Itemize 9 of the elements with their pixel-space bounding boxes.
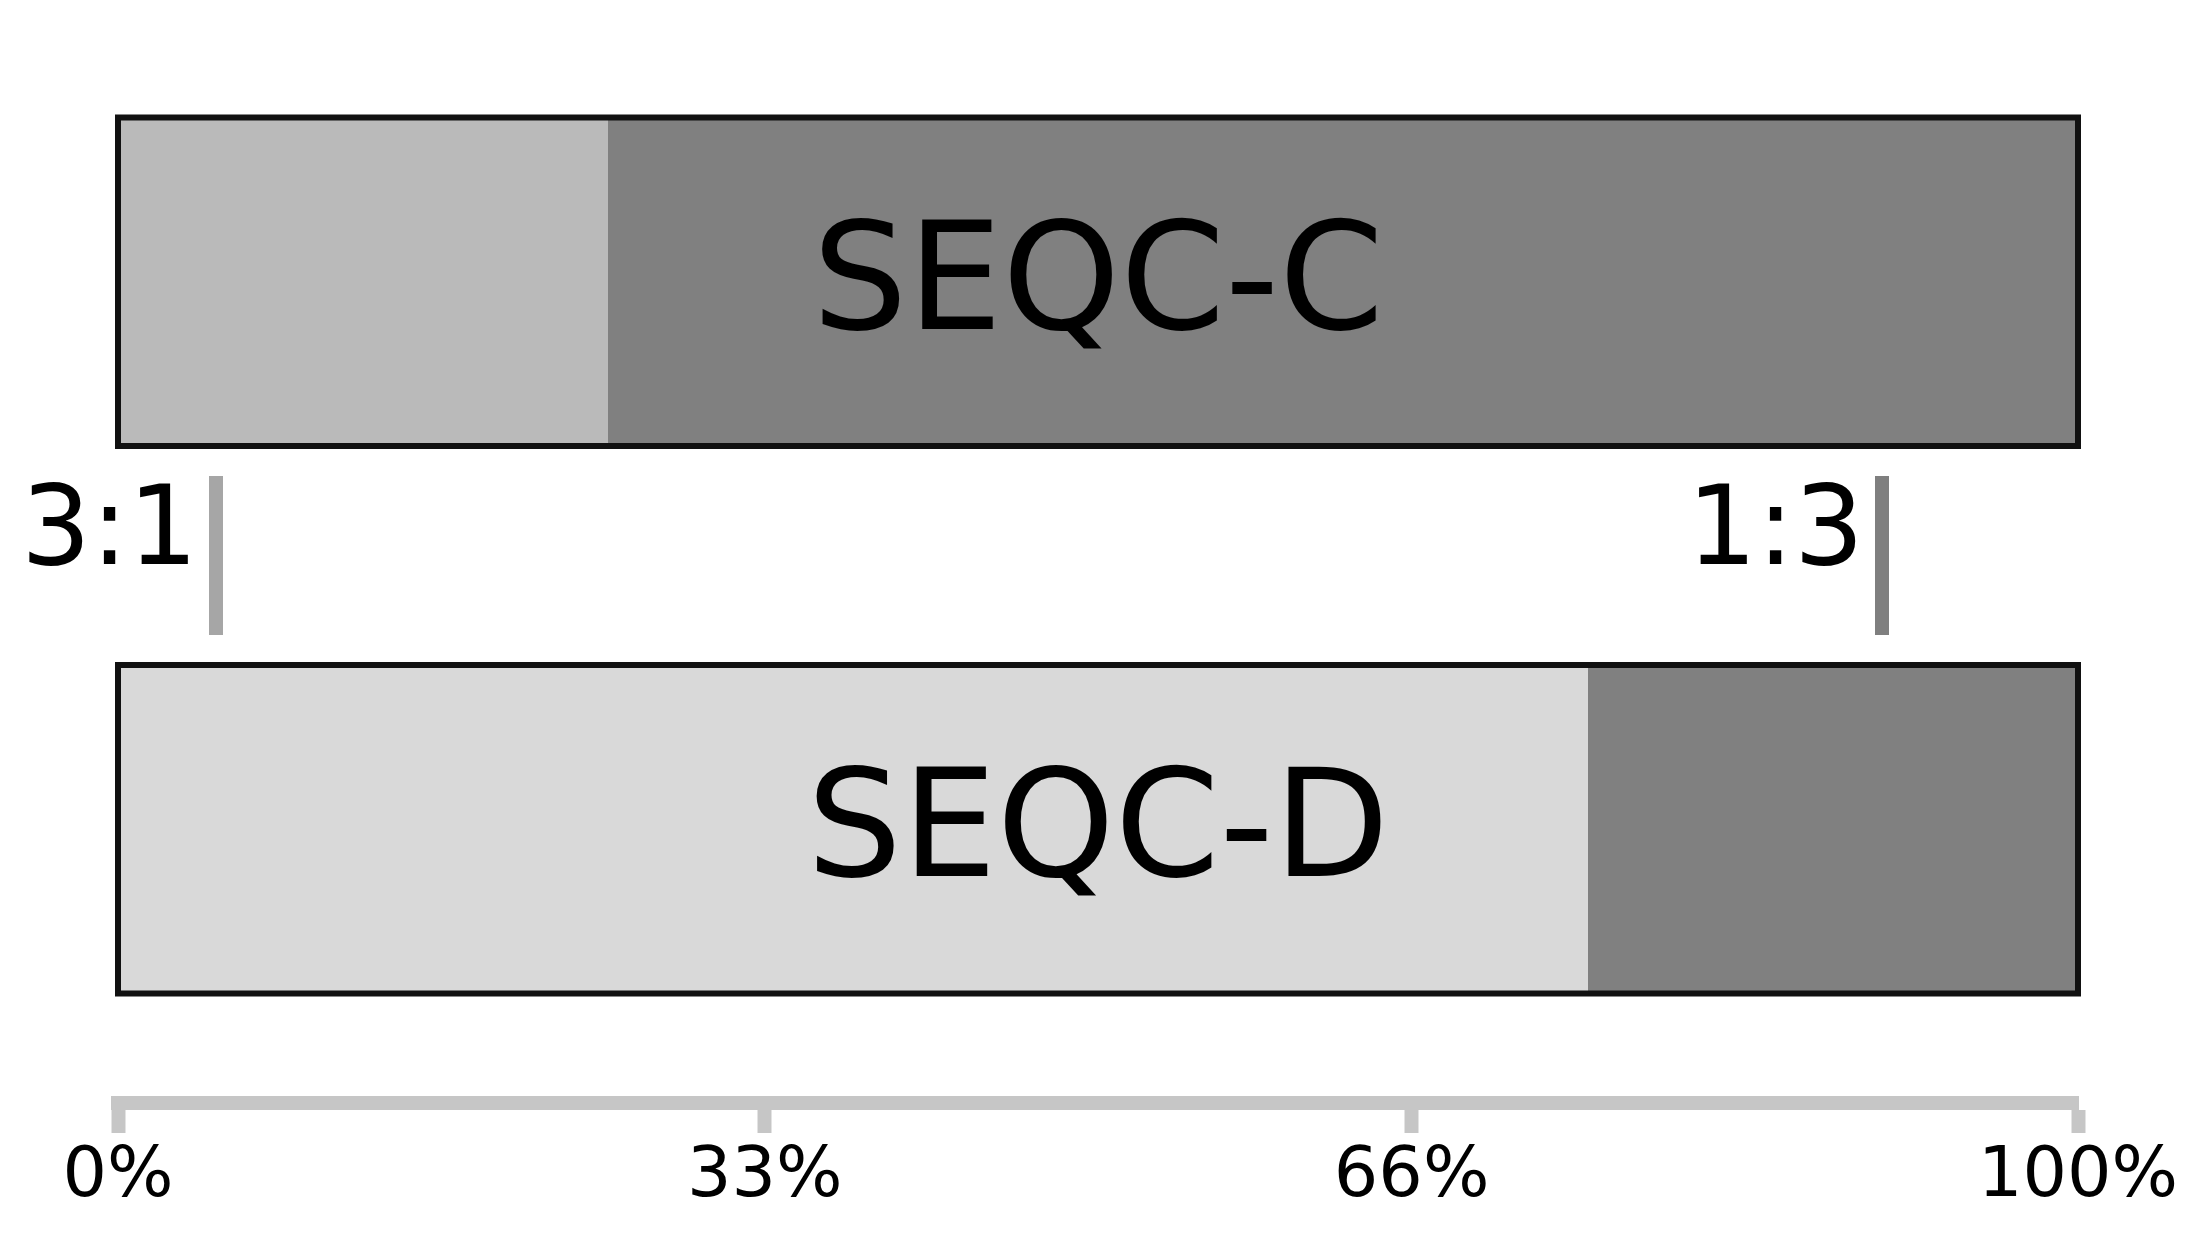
x-tick-label: 66%	[1333, 1131, 1490, 1214]
y-tick-label: SEQC-C	[812, 189, 1384, 364]
annotation: 1:3	[1686, 462, 1864, 591]
x-tick-label: 0%	[62, 1131, 174, 1214]
annotation: 3:1	[20, 462, 198, 591]
x-tick-label: 33%	[687, 1131, 843, 1214]
x-tick-label: 100%	[1977, 1131, 2179, 1214]
y-tick-label: SEQC-D	[806, 737, 1390, 912]
bar	[1588, 665, 2078, 994]
